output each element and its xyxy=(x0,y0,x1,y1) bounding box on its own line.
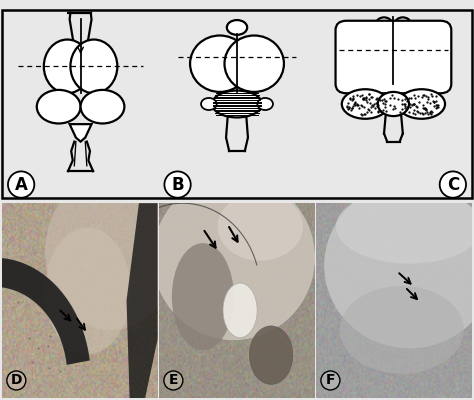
Ellipse shape xyxy=(225,36,284,92)
Text: F: F xyxy=(326,374,335,388)
Ellipse shape xyxy=(398,89,445,119)
Text: D: D xyxy=(10,374,22,388)
Polygon shape xyxy=(127,203,157,398)
Polygon shape xyxy=(70,124,91,142)
Polygon shape xyxy=(0,258,90,365)
Ellipse shape xyxy=(37,90,81,124)
Ellipse shape xyxy=(395,17,410,30)
Text: E: E xyxy=(169,374,178,388)
Ellipse shape xyxy=(71,40,118,93)
Ellipse shape xyxy=(218,192,303,261)
Ellipse shape xyxy=(44,40,91,93)
Ellipse shape xyxy=(81,90,124,124)
Text: A: A xyxy=(15,176,27,194)
Ellipse shape xyxy=(340,286,464,374)
Ellipse shape xyxy=(45,174,177,330)
Ellipse shape xyxy=(249,326,293,384)
Ellipse shape xyxy=(172,243,234,350)
Ellipse shape xyxy=(227,20,247,35)
Ellipse shape xyxy=(212,90,262,118)
Ellipse shape xyxy=(342,89,389,119)
Text: C: C xyxy=(447,176,459,194)
Ellipse shape xyxy=(376,17,392,30)
Ellipse shape xyxy=(190,36,249,92)
Ellipse shape xyxy=(336,190,474,264)
FancyBboxPatch shape xyxy=(336,21,451,93)
Ellipse shape xyxy=(257,98,273,110)
Ellipse shape xyxy=(153,175,315,340)
Ellipse shape xyxy=(324,183,474,348)
Ellipse shape xyxy=(201,98,217,110)
Ellipse shape xyxy=(45,228,130,354)
Ellipse shape xyxy=(378,92,409,116)
Ellipse shape xyxy=(223,283,257,338)
Text: B: B xyxy=(171,176,184,194)
